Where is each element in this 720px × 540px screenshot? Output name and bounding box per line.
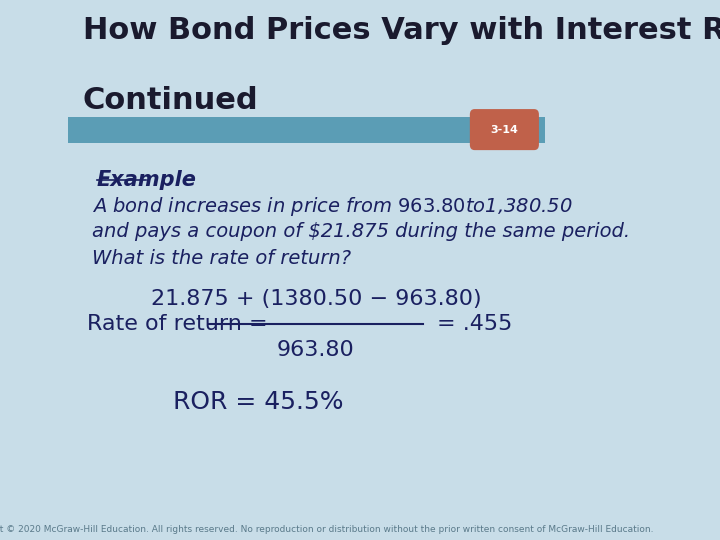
Text: Example: Example xyxy=(96,170,197,190)
Text: 3-14: 3-14 xyxy=(491,125,518,135)
Text: ROR = 45.5%: ROR = 45.5% xyxy=(173,390,343,414)
Text: How Bond Prices Vary with Interest Rates: How Bond Prices Vary with Interest Rates xyxy=(83,16,720,45)
FancyBboxPatch shape xyxy=(470,109,539,150)
Text: and pays a coupon of $21.875 during the same period.: and pays a coupon of $21.875 during the … xyxy=(92,222,630,241)
FancyBboxPatch shape xyxy=(68,117,544,143)
Text: A bond increases in price from $963.80 to $1,380.50: A bond increases in price from $963.80 t… xyxy=(92,195,572,219)
Text: 963.80: 963.80 xyxy=(277,340,355,360)
Text: = .455: = .455 xyxy=(438,314,513,334)
Text: What is the rate of return?: What is the rate of return? xyxy=(92,249,351,268)
Text: Copyright © 2020 McGraw-Hill Education. All rights reserved. No reproduction or : Copyright © 2020 McGraw-Hill Education. … xyxy=(0,524,654,534)
Text: Continued: Continued xyxy=(83,86,258,116)
Text: Rate of return =: Rate of return = xyxy=(87,314,268,334)
Text: 21.875 + (1380.50 − 963.80): 21.875 + (1380.50 − 963.80) xyxy=(150,289,481,309)
